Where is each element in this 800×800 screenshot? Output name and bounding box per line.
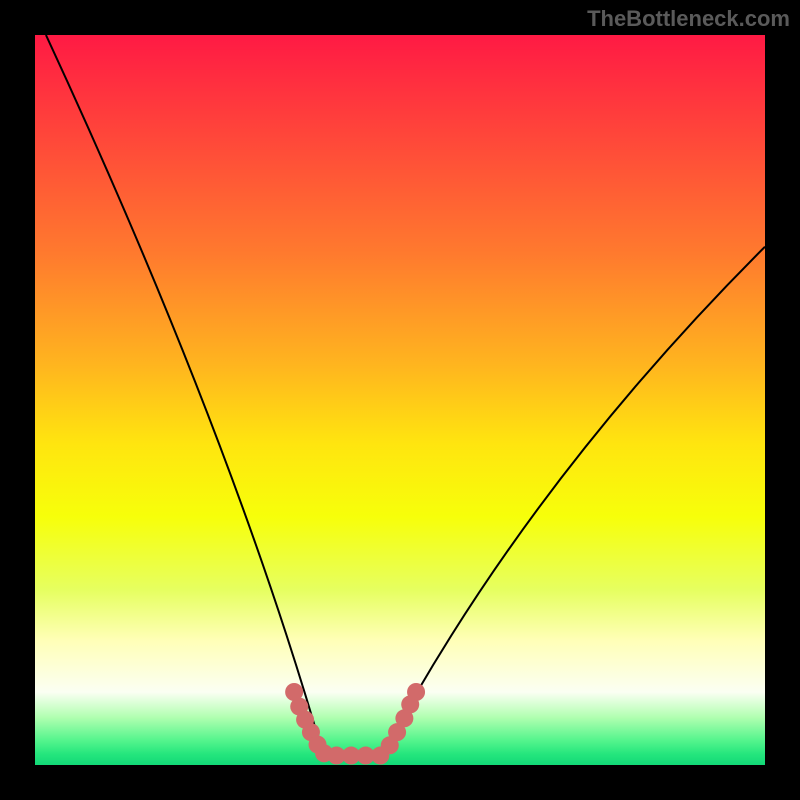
bottleneck-chart <box>0 0 800 800</box>
watermark-text: TheBottleneck.com <box>587 6 790 32</box>
gradient-background <box>35 35 765 765</box>
highlight-dot <box>407 683 425 701</box>
